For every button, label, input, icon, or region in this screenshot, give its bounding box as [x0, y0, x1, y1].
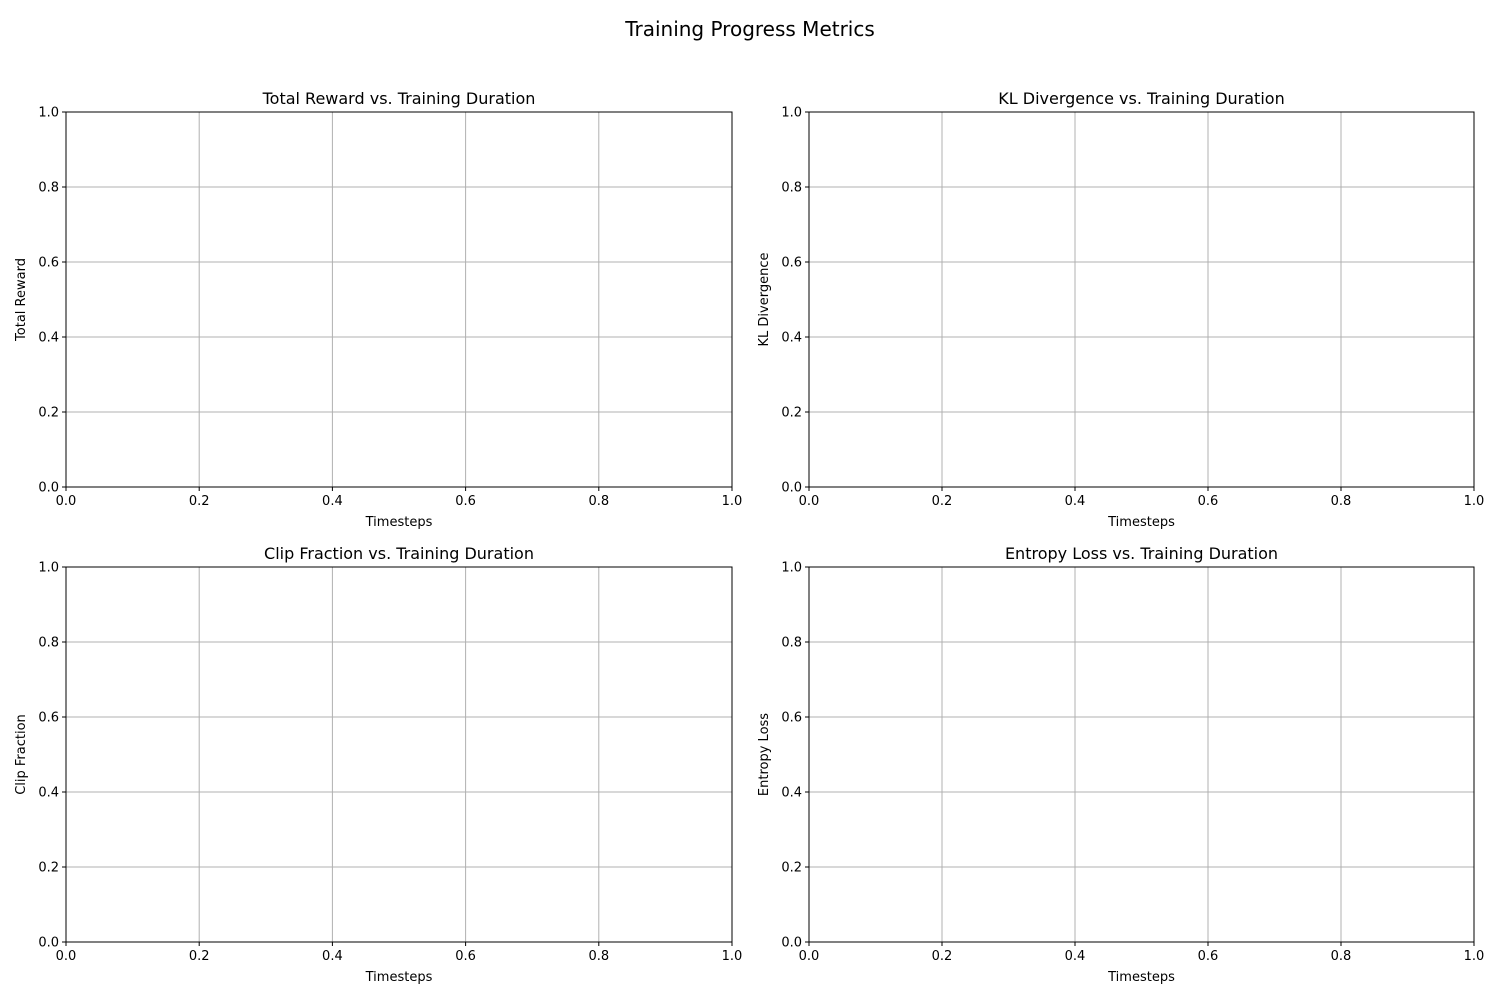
- y-tick-label: 0.4: [781, 786, 802, 801]
- x-tick-label: 0.8: [588, 494, 609, 509]
- x-tick-label: 0.8: [1331, 494, 1352, 509]
- plot-area: [809, 567, 1474, 942]
- y-tick-label: 0.2: [38, 861, 59, 876]
- x-tick-label: 1.0: [722, 949, 743, 964]
- y-tick-label: 0.2: [781, 406, 802, 421]
- y-tick-label: 0.0: [781, 481, 802, 496]
- x-tick-label: 1.0: [1464, 949, 1485, 964]
- subplot-title: Clip Fraction vs. Training Duration: [264, 544, 534, 563]
- x-tick-label: 1.0: [722, 494, 743, 509]
- y-tick-label: 0.8: [38, 181, 59, 196]
- subplot-3: 0.0 0.2 0.4 0.6 0.8 1.0 0.0 0.2 0.4 0.6 0.8 1.0 Clip…: [14, 544, 742, 985]
- y-axis-label: Total Reward: [14, 258, 29, 342]
- x-tick-label: 0.4: [1065, 494, 1086, 509]
- y-tick-label: 0.0: [38, 936, 59, 951]
- x-tick-label: 0.4: [322, 494, 343, 509]
- y-axis-label: Entropy Loss: [757, 713, 772, 796]
- x-axis-label: Timesteps: [365, 515, 433, 530]
- subplot-title: Entropy Loss vs. Training Duration: [1005, 544, 1278, 563]
- subplot-2: 0.0 0.2 0.4 0.6 0.8 1.0 0.0 0.2 0.4 0.6 0.8 1.0 KL D…: [757, 89, 1484, 530]
- x-tick-label: 0.8: [1331, 949, 1352, 964]
- x-tick-label: 0.2: [189, 494, 210, 509]
- x-tick-label: 1.0: [1464, 494, 1485, 509]
- y-axis-label: Clip Fraction: [14, 714, 29, 795]
- y-tick-label: 0.8: [781, 636, 802, 651]
- x-tick-label: 0.2: [932, 494, 953, 509]
- plot-area: [66, 112, 732, 487]
- x-tick-label: 0.2: [932, 949, 953, 964]
- y-tick-label: 0.0: [38, 481, 59, 496]
- y-tick-label: 0.0: [781, 936, 802, 951]
- y-tick-label: 1.0: [781, 561, 802, 576]
- x-tick-label: 0.4: [322, 949, 343, 964]
- y-axis-label: KL Divergence: [757, 253, 772, 347]
- y-tick-label: 0.6: [38, 256, 59, 271]
- y-tick-label: 0.4: [781, 331, 802, 346]
- y-tick-label: 0.8: [781, 181, 802, 196]
- y-tick-label: 0.2: [38, 406, 59, 421]
- x-tick-label: 0.0: [56, 949, 77, 964]
- axes-frame: [65, 566, 733, 943]
- x-tick-label: 0.0: [799, 949, 820, 964]
- y-tick-label: 1.0: [781, 106, 802, 121]
- x-axis-label: Timesteps: [365, 970, 433, 985]
- x-axis-label: Timesteps: [1107, 515, 1175, 530]
- axes-frame: [808, 111, 1475, 488]
- y-tick-label: 0.6: [38, 711, 59, 726]
- subplot-title: Total Reward vs. Training Duration: [262, 89, 536, 108]
- x-tick-label: 0.6: [1198, 949, 1219, 964]
- x-tick-label: 0.0: [56, 494, 77, 509]
- y-tick-label: 0.2: [781, 861, 802, 876]
- axes-frame: [808, 566, 1475, 943]
- y-tick-label: 0.4: [38, 786, 59, 801]
- subplot-4: 0.0 0.2 0.4 0.6 0.8 1.0 0.0 0.2 0.4 0.6 0.8 1.0 Entr…: [757, 544, 1484, 985]
- x-tick-label: 0.2: [189, 949, 210, 964]
- y-tick-label: 1.0: [38, 106, 59, 121]
- x-tick-label: 0.4: [1065, 949, 1086, 964]
- y-tick-label: 0.4: [38, 331, 59, 346]
- x-tick-label: 0.6: [455, 949, 476, 964]
- subplot-title: KL Divergence vs. Training Duration: [998, 89, 1284, 108]
- subplot-grid: 0.0 0.2 0.4 0.6 0.8 1.0 0.0 0.2 0.4 0.6 0.8 1.0 Tota…: [14, 89, 1484, 985]
- y-tick-label: 0.6: [781, 711, 802, 726]
- x-tick-label: 0.6: [1198, 494, 1219, 509]
- plot-area: [66, 567, 732, 942]
- x-axis-label: Timesteps: [1107, 970, 1175, 985]
- x-tick-label: 0.6: [455, 494, 476, 509]
- figure-suptitle: Training Progress Metrics: [624, 17, 875, 41]
- x-tick-label: 0.0: [799, 494, 820, 509]
- plot-area: [809, 112, 1474, 487]
- y-tick-label: 0.8: [38, 636, 59, 651]
- axes-frame: [65, 111, 733, 488]
- y-tick-label: 0.6: [781, 256, 802, 271]
- x-tick-label: 0.8: [588, 949, 609, 964]
- subplot-1: 0.0 0.2 0.4 0.6 0.8 1.0 0.0 0.2 0.4 0.6 0.8 1.0 Tota…: [14, 89, 742, 530]
- y-tick-label: 1.0: [38, 561, 59, 576]
